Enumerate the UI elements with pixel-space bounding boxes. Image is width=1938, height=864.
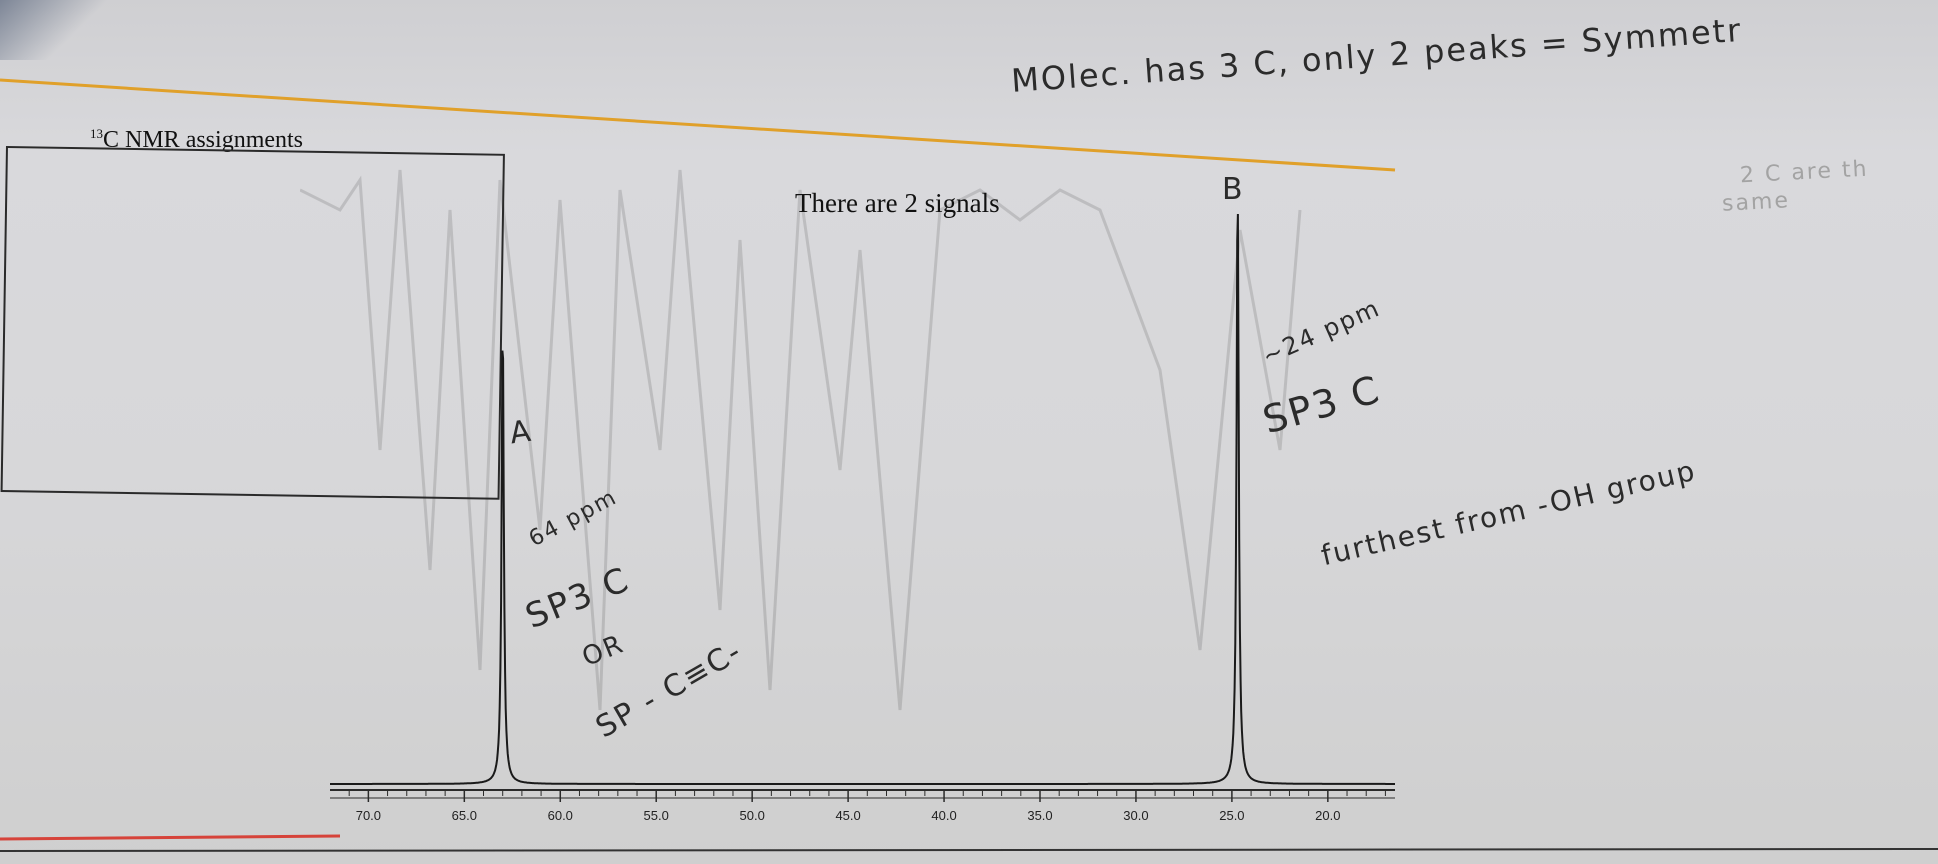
x-tick-label: 65.0 [452,808,477,823]
signals-text: There are 2 signals [795,188,1000,218]
x-tick-label: 50.0 [740,808,765,823]
x-tick-label: 25.0 [1219,808,1244,823]
handwritten-peak-a-label: A [507,413,535,452]
orange-rule [0,78,1396,172]
x-axis-ticks [348,790,1386,802]
x-tick-label: 45.0 [835,808,860,823]
assignments-title-superscript: 13 [90,126,103,141]
handwritten-top-note-line3: same [1721,188,1791,217]
assignments-title: 13C NMR assignments [90,126,303,154]
spectrum-trace [330,213,1395,785]
red-rule [0,834,341,841]
page-corner-shadow [0,0,120,60]
x-tick-label: 35.0 [1027,808,1052,823]
x-tick-label: 55.0 [644,808,669,823]
bottom-rule [0,848,1938,852]
handwritten-peak-b-label: B [1222,172,1245,207]
bleed-through-spectrum [300,169,1302,711]
x-tick-label: 70.0 [356,808,381,823]
x-tick-label: 60.0 [548,808,573,823]
x-tick-label: 30.0 [1123,808,1148,823]
x-tick-label: 40.0 [931,808,956,823]
x-tick-label: 20.0 [1315,808,1340,823]
assignments-title-main: C NMR assignments [103,127,304,153]
x-axis-tick-labels: 70.0 65.0 60.0 55.0 50.0 45.0 40.0 35.0 30.0 25.0… [356,808,1341,823]
